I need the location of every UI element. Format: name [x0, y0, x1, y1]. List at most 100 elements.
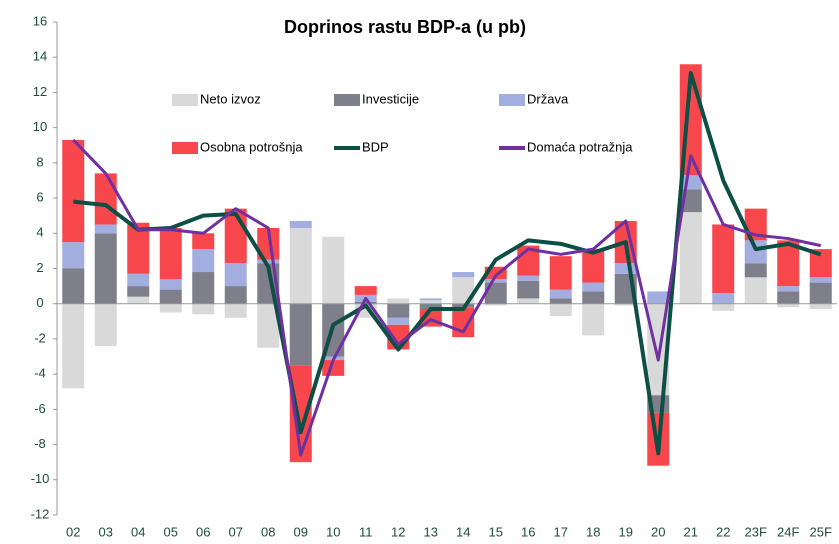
bar-segment: [159, 303, 182, 313]
bar-segment: [614, 303, 637, 306]
legend-label: Domaća potražnja: [527, 139, 633, 154]
x-tick-label: 13: [424, 524, 438, 539]
x-tick-label: 03: [99, 524, 113, 539]
x-tick-label: 20: [651, 524, 665, 539]
bar-segment: [517, 298, 540, 304]
x-tick-label: 16: [521, 524, 535, 539]
bar-segment: [62, 268, 85, 304]
bar-segment: [809, 249, 832, 278]
bar-segment: [809, 303, 832, 309]
y-tick-label: -10: [31, 471, 50, 486]
bar-segment: [159, 228, 182, 280]
bar-segment: [712, 224, 735, 294]
legend-swatch: [499, 94, 525, 106]
bar-segment: [127, 222, 150, 274]
bar-segment: [62, 303, 85, 389]
bar-segment: [549, 303, 572, 317]
bar-segment: [192, 272, 215, 304]
x-tick-label: 10: [326, 524, 340, 539]
bar-segment: [517, 275, 540, 281]
x-tick-label: 17: [554, 524, 568, 539]
bar-segment: [419, 300, 442, 304]
x-tick-label: 07: [229, 524, 243, 539]
x-tick-label: 02: [66, 524, 80, 539]
x-tick-label: 04: [131, 524, 145, 539]
y-tick-label: -2: [34, 330, 46, 345]
bar-segment: [549, 289, 572, 299]
bar-segment: [484, 279, 507, 283]
bar-segment: [744, 263, 767, 278]
bar-segment: [94, 224, 117, 234]
bar-segment: [582, 303, 605, 336]
bar-segment: [809, 282, 832, 304]
y-tick-label: 6: [36, 190, 43, 205]
x-tick-label: 08: [261, 524, 275, 539]
bar-segment: [549, 256, 572, 290]
x-tick-label: 09: [294, 524, 308, 539]
bar-segment: [582, 282, 605, 292]
chart-title: Doprinos rastu BDP-a (u pb): [284, 17, 526, 37]
bar-segment: [712, 303, 735, 311]
y-tick-label: 16: [33, 13, 47, 28]
bar-segment: [94, 303, 117, 346]
bar-segment: [387, 298, 410, 304]
bar-segment: [224, 286, 247, 304]
bar-segment: [94, 173, 117, 225]
bar-segment: [322, 236, 345, 304]
bar-segment: [224, 263, 247, 287]
bar-segment: [614, 263, 637, 274]
bar-segment: [94, 233, 117, 304]
bar-segment: [679, 212, 702, 304]
x-tick-label: 12: [391, 524, 405, 539]
legend-label: Neto izvoz: [200, 91, 261, 106]
y-tick-label: 14: [33, 49, 47, 64]
y-tick-label: -4: [34, 366, 46, 381]
bar-segment: [354, 286, 377, 295]
bar-segment: [517, 280, 540, 299]
x-tick-label: 23F: [745, 524, 767, 539]
bar-segment: [419, 303, 442, 309]
bar-segment: [809, 277, 832, 283]
x-tick-label: 19: [619, 524, 633, 539]
bar-segment: [744, 240, 767, 264]
bar-segment: [62, 139, 85, 243]
bar-segment: [289, 303, 312, 366]
y-tick-label: 0: [36, 295, 43, 310]
bar-segment: [159, 289, 182, 304]
legend-swatch: [172, 142, 198, 154]
bar-segment: [549, 298, 572, 304]
bar-segment: [582, 249, 605, 283]
y-tick-label: 12: [33, 84, 47, 99]
bar-segment: [744, 277, 767, 304]
x-tick-label: 25F: [810, 524, 832, 539]
bar-segment: [484, 303, 507, 306]
bar-segment: [582, 291, 605, 304]
bar-segment: [647, 291, 670, 304]
y-tick-label: 2: [36, 260, 43, 275]
legend-swatch: [172, 94, 198, 106]
bar-segment: [387, 317, 410, 325]
bar-segment: [257, 228, 280, 260]
line-series: [72, 138, 822, 457]
x-tick-label: 06: [196, 524, 210, 539]
x-tick-label: 21: [684, 524, 698, 539]
bar-segment: [777, 286, 800, 292]
y-tick-label: -6: [34, 401, 46, 416]
bar-segment: [452, 272, 475, 278]
bar-segment: [777, 240, 800, 287]
bar-segment: [127, 296, 150, 304]
legend-label: Država: [527, 91, 569, 106]
y-tick-label: 10: [33, 119, 47, 134]
bar-segment: [712, 293, 735, 304]
bar-segment: [192, 249, 215, 273]
bar-segment: [62, 242, 85, 269]
x-tick-label: 15: [489, 524, 503, 539]
bar-segment: [289, 228, 312, 304]
bar-segment: [289, 220, 312, 229]
x-tick-label: 24F: [777, 524, 799, 539]
y-tick-label: 4: [36, 225, 43, 240]
bar-segment: [777, 291, 800, 304]
bar-segment: [192, 233, 215, 250]
bar-segment: [257, 259, 280, 264]
